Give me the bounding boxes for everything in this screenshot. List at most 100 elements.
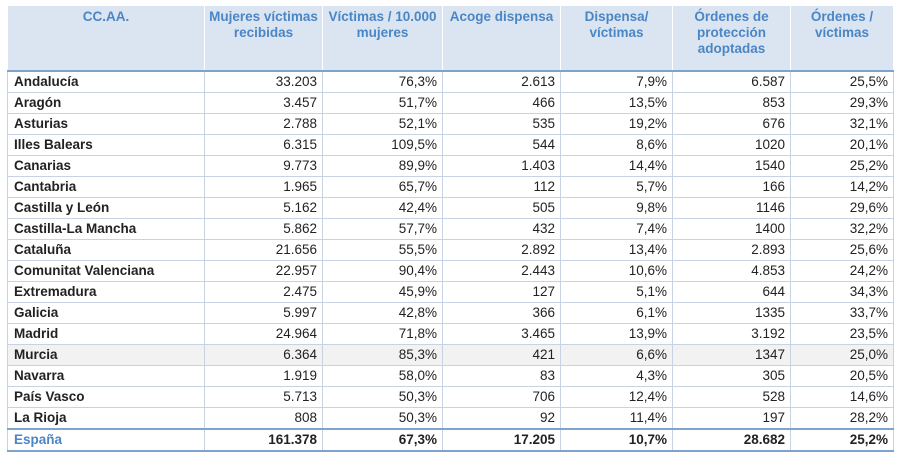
table-cell: 20,5% bbox=[790, 365, 894, 387]
table-cell: 644 bbox=[672, 281, 791, 303]
header-ordenes-victimas: Órdenes / víctimas bbox=[790, 6, 894, 72]
table-cell: 1347 bbox=[672, 344, 791, 366]
table-cell: 50,3% bbox=[322, 407, 443, 430]
table-cell: 10,6% bbox=[560, 260, 673, 282]
region-name: Canarias bbox=[7, 155, 205, 177]
region-name: Castilla-La Mancha bbox=[7, 218, 205, 240]
table-cell: 6,1% bbox=[560, 302, 673, 324]
table-cell: 127 bbox=[442, 281, 561, 303]
table-cell: 29,3% bbox=[790, 92, 894, 114]
table-cell: 90,4% bbox=[322, 260, 443, 282]
table-cell: 22.957 bbox=[204, 260, 323, 282]
table-row: Cantabria 1.965 65,7% 112 5,7% 166 14,2% bbox=[7, 176, 894, 198]
table-cell: 1400 bbox=[672, 218, 791, 240]
table-cell: 24.964 bbox=[204, 323, 323, 345]
table-cell: 21.656 bbox=[204, 239, 323, 261]
table-cell: 29,6% bbox=[790, 197, 894, 219]
header-victimas-por-10000: Víctimas / 10.000 mujeres bbox=[322, 6, 443, 72]
table-cell: 85,3% bbox=[322, 344, 443, 366]
region-name: Cataluña bbox=[7, 239, 205, 261]
table-cell: 14,6% bbox=[790, 386, 894, 408]
table-cell: 11,4% bbox=[560, 407, 673, 430]
table-cell: 6.587 bbox=[672, 71, 791, 93]
table-cell: 1146 bbox=[672, 197, 791, 219]
region-name: Galicia bbox=[7, 302, 205, 324]
table-row: Murcia 6.364 85,3% 421 6,6% 1347 25,0% bbox=[7, 344, 894, 366]
table-cell: 6.364 bbox=[204, 344, 323, 366]
table-cell: 2.475 bbox=[204, 281, 323, 303]
header-ccaa: CC.AA. bbox=[7, 6, 205, 72]
table-cell: 544 bbox=[442, 134, 561, 156]
table-cell: 808 bbox=[204, 407, 323, 430]
table-row: Castilla-La Mancha 5.862 57,7% 432 7,4% 1400 3… bbox=[7, 218, 894, 240]
header-acoge-dispensa: Acoge dispensa bbox=[442, 6, 561, 72]
table-cell: 71,8% bbox=[322, 323, 443, 345]
total-cell: 10,7% bbox=[560, 428, 673, 452]
table-body: Andalucía 33.203 76,3% 2.613 7,9% 6.587 25,5% A… bbox=[7, 71, 894, 430]
table-cell: 32,2% bbox=[790, 218, 894, 240]
table-cell: 19,2% bbox=[560, 113, 673, 135]
table-cell: 8,6% bbox=[560, 134, 673, 156]
table-cell: 25,2% bbox=[790, 155, 894, 177]
table-header-row: CC.AA. Mujeres víctimas recibidas Víctim… bbox=[7, 6, 894, 72]
table-cell: 9,8% bbox=[560, 197, 673, 219]
table-cell: 6.315 bbox=[204, 134, 323, 156]
table-cell: 2.892 bbox=[442, 239, 561, 261]
table-cell: 7,9% bbox=[560, 71, 673, 93]
total-label: España bbox=[7, 428, 205, 452]
table-row: País Vasco 5.713 50,3% 706 12,4% 528 14,6% bbox=[7, 386, 894, 408]
table-row: Extremadura 2.475 45,9% 127 5,1% 644 34,3% bbox=[7, 281, 894, 303]
table-cell: 32,1% bbox=[790, 113, 894, 135]
table-cell: 34,3% bbox=[790, 281, 894, 303]
region-name: Asturias bbox=[7, 113, 205, 135]
table-cell: 466 bbox=[442, 92, 561, 114]
region-name: Comunitat Valenciana bbox=[7, 260, 205, 282]
table-cell: 13,5% bbox=[560, 92, 673, 114]
region-name: Aragón bbox=[7, 92, 205, 114]
table-cell: 13,9% bbox=[560, 323, 673, 345]
table-cell: 2.613 bbox=[442, 71, 561, 93]
table-cell: 4,3% bbox=[560, 365, 673, 387]
table-cell: 33,7% bbox=[790, 302, 894, 324]
table-row: Madrid 24.964 71,8% 3.465 13,9% 3.192 23,5% bbox=[7, 323, 894, 345]
total-cell: 161.378 bbox=[204, 428, 323, 452]
table-cell: 28,2% bbox=[790, 407, 894, 430]
table-cell: 7,4% bbox=[560, 218, 673, 240]
table-cell: 1.965 bbox=[204, 176, 323, 198]
table-row: Galicia 5.997 42,8% 366 6,1% 1335 33,7% bbox=[7, 302, 894, 324]
header-ordenes-proteccion: Órdenes de protección adoptadas bbox=[672, 6, 791, 72]
table-row: Asturias 2.788 52,1% 535 19,2% 676 32,1% bbox=[7, 113, 894, 135]
table-cell: 5,7% bbox=[560, 176, 673, 198]
table-cell: 23,5% bbox=[790, 323, 894, 345]
table-cell: 3.192 bbox=[672, 323, 791, 345]
total-cell: 17.205 bbox=[442, 428, 561, 452]
table-cell: 421 bbox=[442, 344, 561, 366]
table-row: Canarias 9.773 89,9% 1.403 14,4% 1540 25,2% bbox=[7, 155, 894, 177]
table-cell: 5.713 bbox=[204, 386, 323, 408]
table-cell: 50,3% bbox=[322, 386, 443, 408]
table-cell: 305 bbox=[672, 365, 791, 387]
table-cell: 9.773 bbox=[204, 155, 323, 177]
table-cell: 89,9% bbox=[322, 155, 443, 177]
table-cell: 76,3% bbox=[322, 71, 443, 93]
table-cell: 5.162 bbox=[204, 197, 323, 219]
table-cell: 706 bbox=[442, 386, 561, 408]
table-cell: 45,9% bbox=[322, 281, 443, 303]
table-cell: 528 bbox=[672, 386, 791, 408]
table-cell: 535 bbox=[442, 113, 561, 135]
table-row: Andalucía 33.203 76,3% 2.613 7,9% 6.587 25,5% bbox=[7, 71, 894, 93]
table-cell: 676 bbox=[672, 113, 791, 135]
table-cell: 432 bbox=[442, 218, 561, 240]
table-cell: 5,1% bbox=[560, 281, 673, 303]
table-cell: 1.919 bbox=[204, 365, 323, 387]
region-name: País Vasco bbox=[7, 386, 205, 408]
table-cell: 33.203 bbox=[204, 71, 323, 93]
data-table-container: CC.AA. Mujeres víctimas recibidas Víctim… bbox=[7, 6, 894, 452]
table-cell: 5.862 bbox=[204, 218, 323, 240]
header-dispensa-victimas: Dispensa/ víctimas bbox=[560, 6, 673, 72]
table-row: Comunitat Valenciana 22.957 90,4% 2.443 10,6… bbox=[7, 260, 894, 282]
table-cell: 853 bbox=[672, 92, 791, 114]
total-cell: 67,3% bbox=[322, 428, 443, 452]
table-cell: 1540 bbox=[672, 155, 791, 177]
table-cell: 20,1% bbox=[790, 134, 894, 156]
